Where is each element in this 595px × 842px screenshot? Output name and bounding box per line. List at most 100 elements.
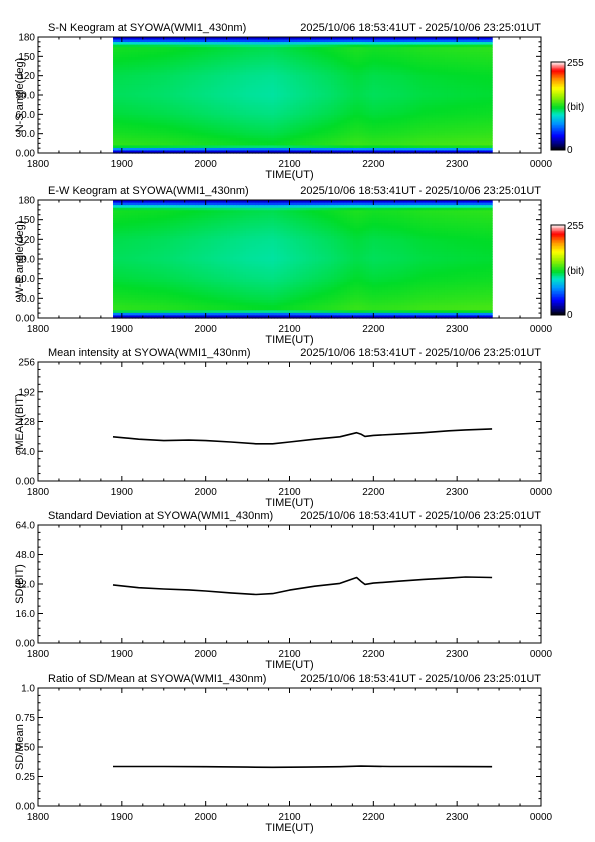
keogram-cell [413, 52, 417, 56]
keogram-cell [119, 107, 124, 111]
keogram-cell [169, 130, 174, 134]
keogram-cell [201, 135, 206, 139]
keogram-cell [195, 79, 199, 83]
keogram-cell [362, 72, 367, 76]
keogram-cell [312, 112, 316, 116]
keogram-cell [233, 130, 237, 134]
keogram-cell [229, 47, 234, 51]
keogram-cell [394, 79, 398, 83]
keogram-cell [210, 52, 215, 56]
keogram-cell [135, 47, 139, 51]
keogram-cell [154, 44, 158, 48]
keogram-cell [226, 100, 231, 104]
keogram-cell [362, 52, 367, 56]
keogram-cell [299, 82, 304, 86]
keogram-cell [397, 39, 402, 43]
keogram-cell [207, 115, 212, 119]
keogram-cell [128, 72, 133, 76]
keogram-cell [346, 115, 351, 119]
keogram-cell [198, 44, 203, 48]
keogram-cell [147, 102, 152, 106]
keogram-cell [258, 77, 263, 81]
keogram-cell [116, 95, 120, 99]
keogram-cell [113, 102, 117, 106]
keogram-cell [245, 54, 250, 58]
keogram-cell [343, 135, 348, 139]
keogram-cell [274, 69, 278, 73]
keogram-cell [286, 140, 291, 144]
keogram-cell [346, 84, 351, 89]
keogram-cell [236, 105, 240, 109]
keogram-cell [125, 140, 130, 144]
keogram-cell [346, 102, 351, 106]
keogram-cell [229, 102, 234, 106]
keogram-cell [387, 132, 392, 136]
keogram-cell [293, 59, 297, 63]
keogram-cell [318, 62, 323, 66]
keogram-cell [327, 69, 332, 73]
keogram-cell [293, 107, 297, 111]
keogram-cell [378, 62, 383, 66]
keogram-cell [119, 82, 124, 86]
keogram-cell [116, 42, 120, 46]
keogram-cell [192, 92, 196, 96]
keogram-cell [176, 72, 180, 76]
keogram-cell [192, 117, 196, 121]
keogram-cell [144, 135, 149, 139]
keogram-cell [409, 125, 414, 129]
keogram-cell [302, 84, 307, 89]
keogram-cell [179, 72, 184, 76]
keogram-cell [217, 105, 222, 109]
keogram-cell [182, 107, 187, 111]
keogram-cell [381, 97, 386, 101]
keogram-cell [239, 147, 244, 152]
keogram-cell [384, 110, 389, 114]
keogram-cell [233, 115, 237, 119]
keogram-cell [229, 95, 234, 99]
keogram-cell [331, 89, 335, 94]
keogram-cell [135, 150, 139, 154]
keogram-cell [166, 130, 171, 134]
keogram-cell [289, 47, 294, 51]
keogram-cell [337, 110, 342, 114]
keogram-cell [270, 52, 275, 56]
keogram-cell [296, 82, 301, 86]
keogram-cell [122, 87, 127, 91]
keogram-cell [255, 137, 259, 141]
keogram-cell [198, 69, 203, 73]
keogram-cell [299, 102, 304, 106]
keogram-cell [204, 62, 209, 66]
keogram-cell [236, 39, 240, 43]
keogram-cell [334, 92, 338, 96]
keogram-cell [296, 130, 301, 134]
keogram-cell [166, 52, 171, 56]
keogram-cell [210, 132, 215, 136]
keogram-cell [359, 82, 364, 86]
keogram-cell [337, 87, 342, 91]
keogram-cell [198, 49, 203, 53]
keogram-cell [116, 115, 120, 119]
keogram-cell [293, 77, 297, 81]
keogram-cell [387, 49, 392, 53]
keogram-cell [147, 77, 152, 81]
keogram-cell [394, 140, 398, 144]
keogram-cell [147, 67, 152, 71]
keogram-cell [308, 52, 313, 56]
keogram-cell [163, 140, 168, 144]
keogram-cell [368, 112, 373, 116]
keogram-cell [185, 105, 190, 109]
keogram-cell [169, 110, 174, 114]
keogram-cell [283, 67, 288, 71]
keogram-cell [372, 37, 376, 41]
keogram-cell [113, 150, 117, 154]
keogram-cell [135, 127, 139, 131]
keogram-cell [334, 135, 338, 139]
keogram-cell [409, 49, 414, 53]
keogram-cell [128, 145, 133, 149]
keogram-cell [258, 140, 263, 144]
keogram-cell [210, 47, 215, 51]
keogram-cell [195, 147, 199, 152]
keogram-cell [270, 142, 275, 147]
keogram-cell [217, 140, 222, 144]
keogram-cell [239, 57, 244, 61]
